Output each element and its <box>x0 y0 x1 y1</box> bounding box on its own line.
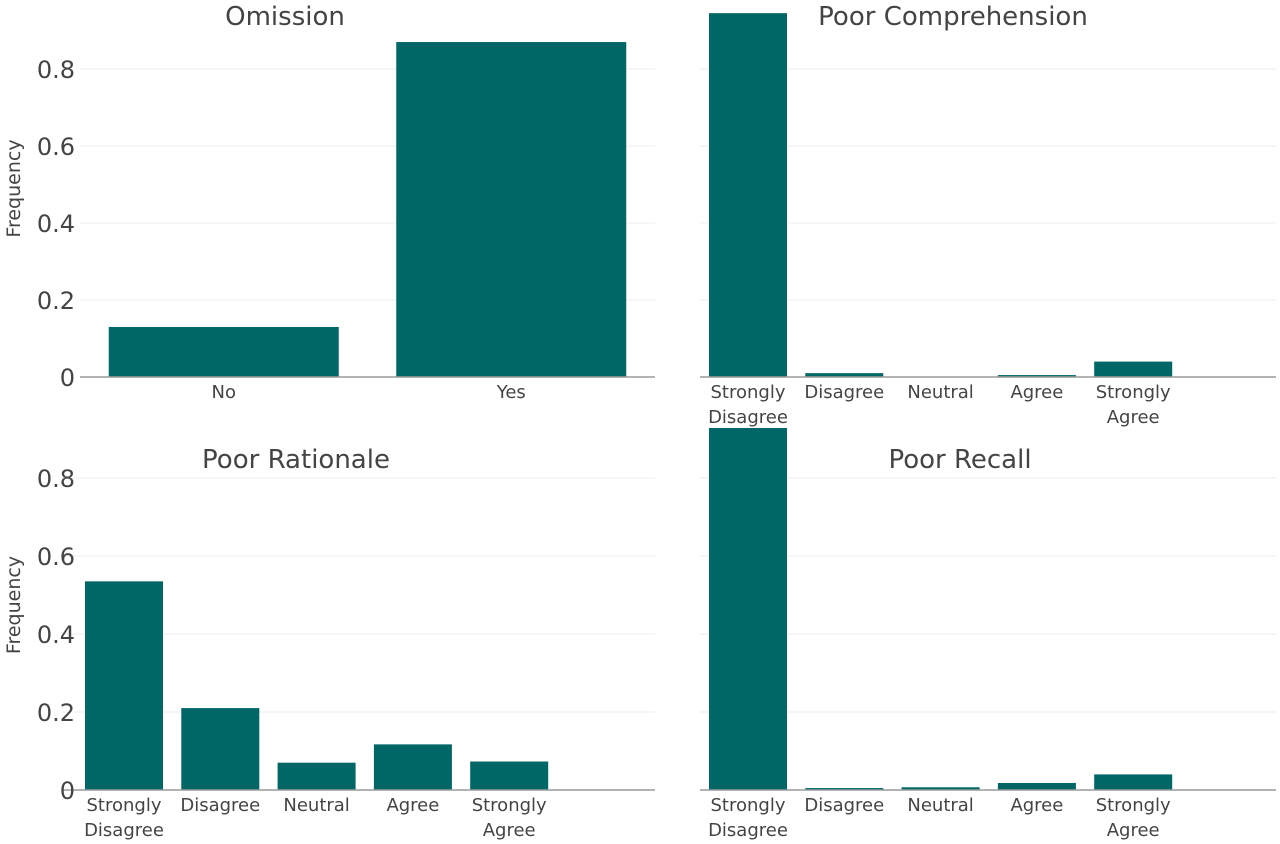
chart-panel-2: Strongly Disagree Disagree Neutral Agree Stro… <box>700 2 1276 428</box>
x-tick-label: No <box>212 382 236 403</box>
chart-title: Omission <box>225 2 345 32</box>
x-tick-label: Agree <box>1010 382 1063 403</box>
y-tick-label: 0.8 <box>37 465 75 493</box>
y-tick-label: 0.2 <box>37 287 75 315</box>
x-tick-label: Agree <box>1107 407 1160 428</box>
x-tick-label: Yes <box>496 382 526 403</box>
bar <box>901 787 980 790</box>
x-tick-label: Disagree <box>804 382 884 403</box>
x-tick-label: Strongly <box>1096 382 1171 403</box>
bar <box>805 373 884 377</box>
y-tick-label: 0 <box>60 364 75 392</box>
bar <box>85 581 163 790</box>
y-tick-label: 0 <box>60 777 75 805</box>
chart-panel-1: No Yes 0 0.2 0.4 0.6 0.8 Frequency Omission <box>3 2 655 403</box>
chart-panel-4: Strongly Disagree Disagree Neutral Agree Stro… <box>700 428 1276 841</box>
x-tick-label: Disagree <box>708 407 788 428</box>
y-tick-label: 0.2 <box>37 699 75 727</box>
y-axis-title: Frequency <box>3 556 25 654</box>
x-tick-label: Strongly <box>711 795 786 816</box>
x-tick-label: Neutral <box>907 795 973 816</box>
y-tick-label: 0.4 <box>37 621 75 649</box>
x-tick-label: Strongly <box>87 795 162 816</box>
x-tick-label: Agree <box>1010 795 1063 816</box>
y-tick-label: 0.8 <box>37 56 75 84</box>
x-tick-label: Disagree <box>804 795 884 816</box>
x-tick-label: Strongly <box>1096 795 1171 816</box>
x-tick-label: Neutral <box>283 795 349 816</box>
x-tick-label: Agree <box>1107 820 1160 841</box>
x-tick-label: Disagree <box>180 795 260 816</box>
bar <box>709 13 787 378</box>
bar <box>1094 774 1173 790</box>
y-tick-label: 0.6 <box>37 133 75 161</box>
bar <box>1094 361 1173 377</box>
x-tick-label: Disagree <box>84 820 164 841</box>
bar <box>997 782 1076 790</box>
y-tick-label: 0.4 <box>37 210 75 238</box>
x-tick-label: Agree <box>483 820 536 841</box>
bar <box>108 326 339 377</box>
chart-title: Poor Rationale <box>202 445 390 475</box>
bar <box>277 762 356 790</box>
bar <box>396 42 627 378</box>
chart-panel-3: Strongly Disagree Disagree Neutral Agree Stro… <box>3 445 655 841</box>
x-tick-label: Strongly <box>711 382 786 403</box>
x-tick-label: Agree <box>386 795 439 816</box>
x-tick-label: Neutral <box>907 382 973 403</box>
bar <box>709 428 787 790</box>
bar <box>997 375 1076 377</box>
y-tick-label: 0.6 <box>37 543 75 571</box>
y-axis-title: Frequency <box>3 139 25 237</box>
bar <box>373 744 452 790</box>
chart-title: Poor Comprehension <box>818 2 1088 32</box>
x-tick-label: Strongly <box>472 795 547 816</box>
bar <box>805 788 884 790</box>
bar <box>181 708 260 790</box>
bar <box>470 761 549 790</box>
chart-title: Poor Recall <box>888 445 1031 475</box>
x-tick-label: Disagree <box>708 820 788 841</box>
